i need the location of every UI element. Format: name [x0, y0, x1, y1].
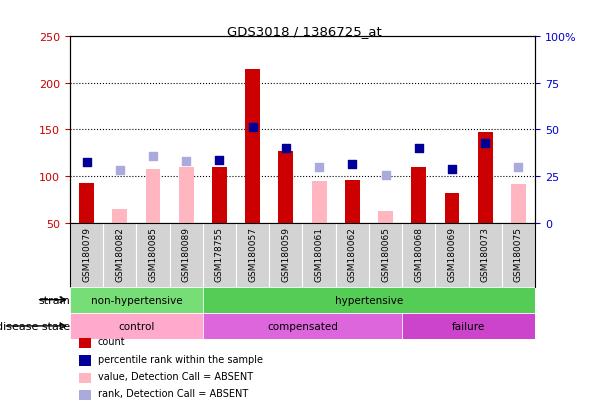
- Bar: [245, 70, 260, 223]
- Bar: [79, 355, 91, 366]
- Text: GSM180082: GSM180082: [116, 226, 124, 281]
- Text: GSM180068: GSM180068: [414, 226, 423, 281]
- Text: value, Detection Call = ABSENT: value, Detection Call = ABSENT: [98, 371, 253, 381]
- Bar: [312, 181, 326, 223]
- Point: [81, 159, 91, 166]
- Text: control: control: [118, 321, 154, 331]
- Point: [148, 154, 158, 160]
- Point: [281, 145, 291, 152]
- Text: count: count: [98, 336, 125, 346]
- Text: GSM180075: GSM180075: [514, 226, 523, 281]
- Bar: [79, 390, 91, 401]
- Point: [480, 141, 490, 147]
- Point: [248, 124, 258, 131]
- Bar: [203, 313, 402, 339]
- Point: [181, 158, 191, 165]
- Text: GSM180062: GSM180062: [348, 226, 357, 281]
- Text: GSM180069: GSM180069: [447, 226, 457, 281]
- Text: GSM180065: GSM180065: [381, 226, 390, 281]
- Text: rank, Detection Call = ABSENT: rank, Detection Call = ABSENT: [98, 389, 248, 399]
- Point: [514, 164, 523, 171]
- Text: non-hypertensive: non-hypertensive: [91, 295, 182, 305]
- Bar: [79, 373, 91, 383]
- Text: disease state: disease state: [0, 321, 70, 331]
- Text: failure: failure: [452, 321, 485, 331]
- Text: hypertensive: hypertensive: [335, 295, 403, 305]
- Point: [414, 145, 424, 152]
- Bar: [70, 313, 203, 339]
- Bar: [179, 167, 194, 223]
- Text: GSM180061: GSM180061: [314, 226, 323, 281]
- Bar: [145, 169, 161, 223]
- Point: [347, 161, 357, 168]
- Text: strain: strain: [38, 295, 70, 305]
- Text: GSM180079: GSM180079: [82, 226, 91, 281]
- Bar: [345, 180, 360, 223]
- Text: compensated: compensated: [267, 321, 338, 331]
- Text: GSM180057: GSM180057: [248, 226, 257, 281]
- Bar: [70, 287, 203, 313]
- Point: [115, 168, 125, 174]
- Point: [314, 164, 324, 171]
- Text: GSM180089: GSM180089: [182, 226, 191, 281]
- Text: GSM180073: GSM180073: [481, 226, 489, 281]
- Text: GDS3018 / 1386725_at: GDS3018 / 1386725_at: [227, 25, 381, 38]
- Text: GSM178755: GSM178755: [215, 226, 224, 281]
- Bar: [79, 184, 94, 223]
- Point: [447, 166, 457, 173]
- Point: [381, 172, 390, 179]
- Bar: [79, 338, 91, 348]
- Bar: [212, 167, 227, 223]
- Bar: [478, 133, 492, 223]
- Bar: [203, 287, 535, 313]
- Point: [215, 157, 224, 164]
- Bar: [112, 209, 127, 223]
- Bar: [278, 152, 293, 223]
- Bar: [402, 313, 535, 339]
- Bar: [411, 167, 426, 223]
- Bar: [511, 185, 526, 223]
- Bar: [378, 212, 393, 223]
- Text: GSM180085: GSM180085: [148, 226, 157, 281]
- Text: percentile rank within the sample: percentile rank within the sample: [98, 354, 263, 364]
- Bar: [444, 193, 460, 223]
- Text: GSM180059: GSM180059: [282, 226, 291, 281]
